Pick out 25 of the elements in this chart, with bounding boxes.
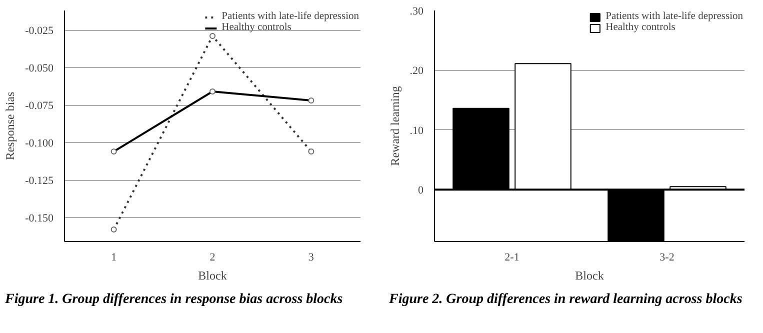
x-axis-title: Block [198,268,227,282]
y-tick-label: -0.075 [25,100,54,112]
y-tick-label: .10 [410,124,424,137]
caption: Figure 1. Group differences in response bias across blocks [5,292,343,308]
x-tick-label: 3 [308,252,314,264]
legend-label: Healthy controls [222,22,292,33]
y-axis-title: Reward learning [388,86,402,166]
y-tick-label: .30 [410,6,424,18]
legend-label: Patients with late-life depression [222,11,359,22]
y-tick-label: -0.100 [25,138,54,150]
x-tick-label: 1 [111,252,117,264]
y-axis-title: Response bias [3,92,18,160]
y-tick-label: 0 [418,184,424,197]
x-tick-label: 2 [210,252,216,264]
x-tick-label: 2-1 [504,252,520,264]
x-axis-title: Block [575,268,604,282]
y-tick-label: .20 [410,65,424,78]
y-tick-label: -0.150 [25,212,54,224]
legend-label: Patients with late-life depression [606,11,743,22]
y-tick-label: -0.125 [25,175,54,187]
y-tick-label: -0.050 [25,62,54,74]
y-tick-label: -0.025 [25,25,54,37]
x-tick-label: 3-2 [660,252,674,264]
caption: Figure 2. Group differences in reward learning across blocks [389,292,742,308]
legend-label: Healthy controls [606,22,676,33]
